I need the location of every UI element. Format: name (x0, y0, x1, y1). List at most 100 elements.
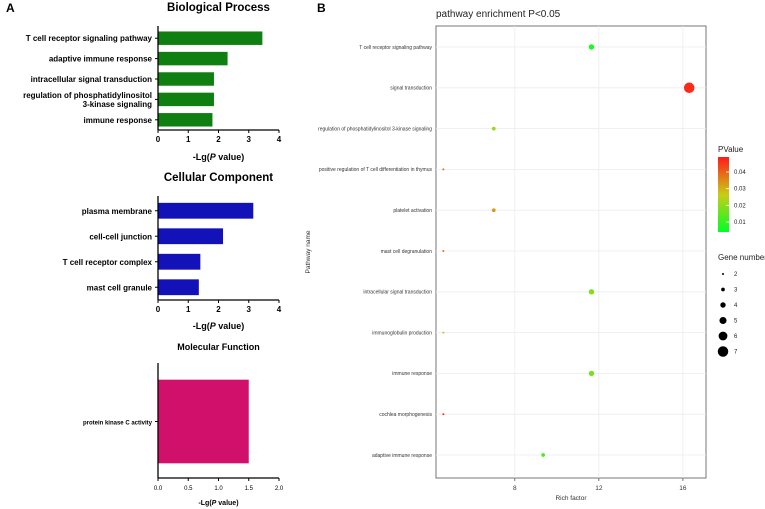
chart-title: Biological Process (167, 2, 270, 14)
pathway-label: regulation of phosphatidylinositol 3-kin… (318, 126, 432, 132)
bar-label: cell-cell junction (89, 232, 152, 241)
pathway-labels: T cell receptor signaling pathway signal … (318, 45, 432, 459)
x-tick-label: 1 (186, 135, 191, 144)
bar-label: plasma membrane (82, 207, 153, 216)
x-tick-label: 0 (156, 135, 161, 144)
y-axis-label: Pathway name (305, 230, 312, 273)
bar (158, 253, 201, 270)
color-bar (718, 157, 729, 232)
legend-bubble (722, 273, 724, 275)
x-axis-label: Rich factor (555, 495, 587, 502)
x-tick-label: 3 (247, 135, 252, 144)
cellular-component-chart: Cellular Component plasma membrane cell-ce… (63, 172, 282, 331)
legend-size-label: 2 (734, 272, 738, 278)
bar (158, 72, 214, 86)
bar (158, 279, 199, 296)
pathway-label: signal transduction (390, 86, 432, 92)
x-tick-label: 12 (595, 485, 603, 492)
x-tick-label: 0.0 (154, 486, 163, 492)
x-tick-label: 1.5 (245, 486, 254, 492)
bar-label: intracellular signal transduction (31, 75, 152, 84)
legend-bubble (721, 287, 725, 292)
chart-title: Cellular Component (164, 172, 273, 184)
legend-title: Gene number (718, 253, 765, 262)
x-tick-label: 2 (216, 305, 221, 314)
legend-bubble (717, 346, 729, 357)
plot-panel (435, 25, 707, 479)
pathway-label: adaptive immune response (372, 453, 432, 459)
x-tick-label: 8 (513, 485, 517, 492)
gene-number-legend: Gene number 2 3 4 5 6 7 (717, 253, 765, 357)
bar (158, 51, 228, 66)
bar-label: adaptive immune response (49, 55, 153, 64)
pathway-label: mast cell degranulation (381, 249, 433, 255)
bar-label: protein kinase C activity (83, 421, 153, 427)
bubble (442, 250, 445, 252)
bubble (588, 370, 595, 377)
bar-label: T cell receptor complex (63, 258, 153, 267)
x-tick-label: 1.0 (214, 486, 223, 492)
bar (158, 228, 224, 245)
x-axis-label: -Lg(P value) (193, 152, 245, 162)
bubble (588, 289, 595, 295)
bar-label: immune response (84, 116, 153, 125)
bar-label: mast cell granule (87, 283, 153, 292)
legend-tick-label: 0.01 (734, 220, 746, 226)
panel-a-label: A (6, 1, 15, 15)
pathway-label: platelet activation (393, 208, 432, 214)
bar (158, 379, 249, 464)
x-tick-label: 0.5 (184, 486, 193, 492)
x-tick-label: 4 (277, 305, 282, 314)
legend-tick-label: 0.04 (734, 170, 746, 176)
x-axis-label: -Lg(P value) (193, 321, 245, 331)
bubble (683, 82, 695, 94)
bubble (491, 208, 496, 213)
x-tick-label: 1 (186, 305, 191, 314)
legend-tick-label: 0.03 (734, 187, 746, 193)
x-tick-label: 2.0 (275, 486, 284, 492)
pvalue-legend: PValue 0.04 0.03 0.02 0.01 (718, 145, 746, 232)
x-tick-label: 0 (156, 305, 161, 314)
legend-size-label: 6 (734, 334, 738, 340)
chart-title: pathway enrichment P<0.05 (436, 9, 561, 20)
legend-size-label: 5 (734, 319, 738, 325)
bubble (491, 126, 496, 131)
legend-bubble (718, 331, 728, 341)
bar (158, 31, 263, 45)
grid (436, 26, 706, 478)
bar (158, 113, 213, 127)
legend-size-label: 4 (734, 303, 738, 309)
legend-tick-label: 0.02 (734, 203, 746, 209)
bubbles (442, 44, 695, 457)
pathway-label: T cell receptor signaling pathway (359, 45, 432, 51)
pathway-enrichment-chart: pathway enrichment P<0.05 T cell recepto… (305, 9, 765, 502)
bubble (442, 168, 445, 171)
x-axis-label: -Lg(P value) (198, 500, 238, 507)
pathway-label: immune response (392, 371, 432, 377)
pathway-label: intracellular signal transduction (363, 290, 432, 296)
pathway-label: cochlea morphogenesis (379, 412, 432, 418)
x-tick-label: 2 (216, 135, 221, 144)
pathway-label: immunoglobulin production (372, 330, 432, 336)
legend-bubble (719, 316, 727, 325)
bubble (541, 453, 546, 457)
x-tick-label: 3 (247, 305, 252, 314)
x-tick-label: 4 (277, 135, 282, 144)
chart-title: Molecular Function (177, 342, 260, 352)
legend-size-label: 7 (734, 350, 738, 356)
x-tick-labels: 8 12 16 (513, 478, 687, 492)
bar-label: T cell receptor signaling pathway (26, 34, 153, 43)
molecular-function-chart: Molecular Function protein kinase C activ… (83, 342, 284, 507)
legend-bubble (720, 302, 726, 308)
legend-size-label: 3 (734, 288, 738, 294)
legend-title: PValue (718, 145, 744, 154)
bubble (588, 44, 595, 50)
biological-process-chart: Biological Process T cell receptor signal… (23, 2, 282, 162)
bar (158, 92, 214, 107)
bubble (442, 331, 445, 334)
bubble (442, 413, 445, 416)
panel-b-label: B (317, 1, 326, 15)
pathway-label: positive regulation of T cell differenti… (319, 167, 433, 173)
bar (158, 202, 254, 219)
